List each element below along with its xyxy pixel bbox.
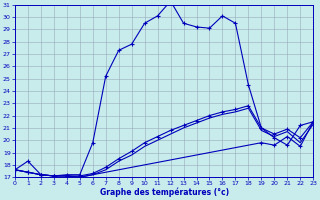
- X-axis label: Graphe des températures (°c): Graphe des températures (°c): [100, 188, 229, 197]
